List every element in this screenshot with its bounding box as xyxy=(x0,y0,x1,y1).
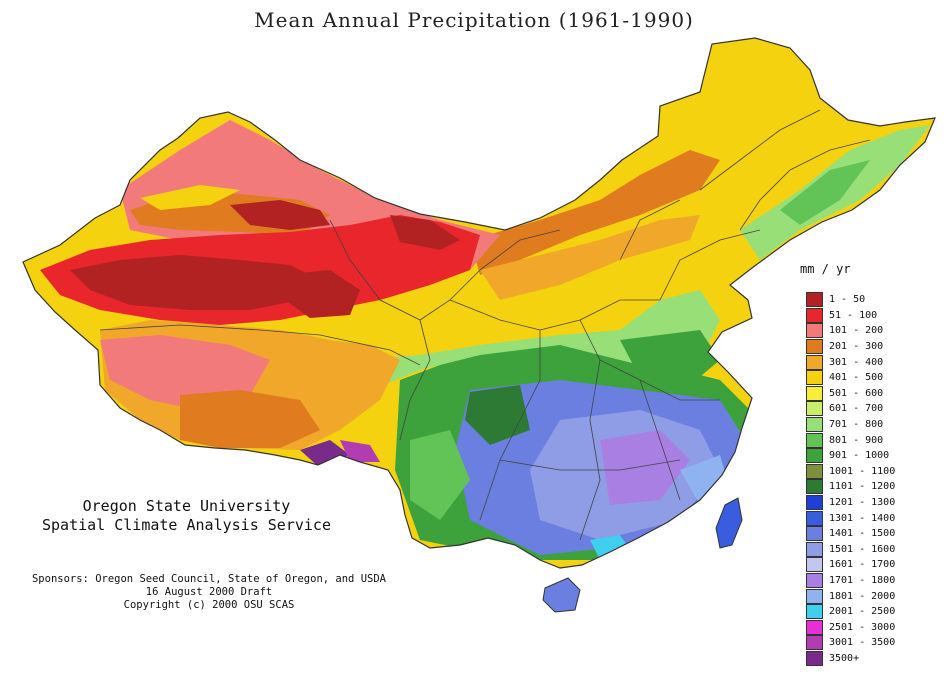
sponsors-line: Sponsors: Oregon Seed Council, State of … xyxy=(31,573,386,585)
legend-swatch xyxy=(806,557,823,573)
legend-item: 101 - 200 xyxy=(806,323,895,339)
draft-date: 16 August 2000 Draft xyxy=(145,586,273,598)
org-service: Spatial Climate Analysis Service xyxy=(42,516,331,534)
legend-swatch xyxy=(806,370,823,386)
org-name: Oregon State University xyxy=(82,497,291,515)
legend-label: 1001 - 1100 xyxy=(829,465,896,477)
legend-label: 801 - 900 xyxy=(829,434,884,446)
legend-item: 2501 - 3000 xyxy=(806,619,895,635)
legend-item: 51 - 100 xyxy=(806,307,895,324)
legend-label: 701 - 800 xyxy=(829,419,884,431)
legend-item: 1001 - 1100 xyxy=(806,463,896,480)
legend-item: 401 - 500 xyxy=(806,370,895,386)
legend-label: 1101 - 1200 xyxy=(829,481,896,493)
legend-item: 1201 - 1300 xyxy=(806,495,895,511)
legend-item: 3001 - 3500 xyxy=(806,635,895,651)
legend-item: 301 - 400 xyxy=(806,354,895,370)
legend-item: 901 - 1000 xyxy=(806,448,895,464)
legend-item: 601 - 700 xyxy=(806,401,895,417)
legend-label: 3500+ xyxy=(829,652,860,664)
hainan-island xyxy=(542,577,581,613)
legend-label: 901 - 1000 xyxy=(829,450,890,462)
china-outline xyxy=(22,37,936,569)
legend-swatch xyxy=(806,619,823,635)
legend-label: 501 - 600 xyxy=(829,387,884,399)
legend-item: 1101 - 1200 xyxy=(806,479,895,495)
taiwan-island xyxy=(715,497,743,549)
legend-label: 401 - 500 xyxy=(829,372,884,384)
legend-swatch xyxy=(806,307,823,323)
legend-item: 1401 - 1500 xyxy=(806,526,895,542)
legend-label: 1 - 50 xyxy=(829,294,866,306)
legend-label: 2001 - 2500 xyxy=(829,606,896,618)
legend-swatch xyxy=(806,339,823,355)
legend-label: 1201 - 1300 xyxy=(829,497,896,509)
legend-item: 1301 - 1400 xyxy=(806,510,895,526)
legend: 1 - 50 51 - 100 101 - 200 201 - 300 301 - 40… xyxy=(806,292,895,666)
legend-item: 201 - 300 xyxy=(806,339,895,355)
map-title: Mean Annual Precipitation (1961-1990) xyxy=(254,8,694,32)
legend-label: 1701 - 1800 xyxy=(829,574,896,586)
legend-label: 1401 - 1500 xyxy=(829,528,896,540)
legend-label: 1601 - 1700 xyxy=(829,559,896,571)
legend-swatch xyxy=(806,292,823,308)
legend-swatch xyxy=(806,463,823,479)
legend-label: 1501 - 1600 xyxy=(829,543,896,555)
legend-swatch xyxy=(806,635,823,651)
legend-swatch xyxy=(806,448,823,464)
legend-swatch xyxy=(806,432,823,448)
legend-unit: mm / yr xyxy=(800,262,851,276)
copyright-line: Copyright (c) 2000 OSU SCAS xyxy=(123,599,295,611)
legend-swatch xyxy=(806,510,823,526)
legend-swatch xyxy=(806,650,823,666)
sponsors-block: Sponsors: Oregon Seed Council, State of … xyxy=(4,573,414,612)
legend-item: 1 - 50 xyxy=(806,292,895,308)
legend-swatch xyxy=(806,572,823,588)
legend-label: 1301 - 1400 xyxy=(829,512,896,524)
legend-label: 1801 - 2000 xyxy=(829,590,896,602)
legend-swatch xyxy=(806,385,823,401)
legend-item: 1601 - 1700 xyxy=(806,557,895,573)
legend-label: 3001 - 3500 xyxy=(829,637,896,649)
legend-swatch xyxy=(806,323,823,339)
legend-swatch xyxy=(806,417,823,433)
legend-label: 51 - 100 xyxy=(829,309,878,321)
province-borders xyxy=(99,109,871,541)
legend-label: 2501 - 3000 xyxy=(829,621,896,633)
legend-item: 2001 - 2500 xyxy=(806,604,895,620)
legend-swatch xyxy=(806,354,823,370)
legend-item: 501 - 600 xyxy=(806,385,895,402)
legend-label: 601 - 700 xyxy=(829,403,884,415)
legend-item: 701 - 800 xyxy=(806,417,895,433)
legend-swatch xyxy=(806,479,823,495)
credits-block: Oregon State University Spatial Climate … xyxy=(42,497,331,535)
legend-item: 801 - 900 xyxy=(806,432,895,448)
legend-swatch xyxy=(806,588,823,604)
legend-swatch xyxy=(806,401,823,417)
legend-item: 1701 - 1800 xyxy=(806,572,896,589)
legend-item: 3500+ xyxy=(806,650,895,667)
legend-label: 201 - 300 xyxy=(829,341,884,353)
legend-item: 1501 - 1600 xyxy=(806,541,896,558)
legend-label: 101 - 200 xyxy=(829,325,884,337)
legend-item: 1801 - 2000 xyxy=(806,588,895,604)
legend-label: 301 - 400 xyxy=(829,356,884,368)
legend-swatch xyxy=(806,541,823,557)
legend-swatch xyxy=(806,495,823,511)
legend-swatch xyxy=(806,526,823,542)
legend-swatch xyxy=(806,604,823,620)
